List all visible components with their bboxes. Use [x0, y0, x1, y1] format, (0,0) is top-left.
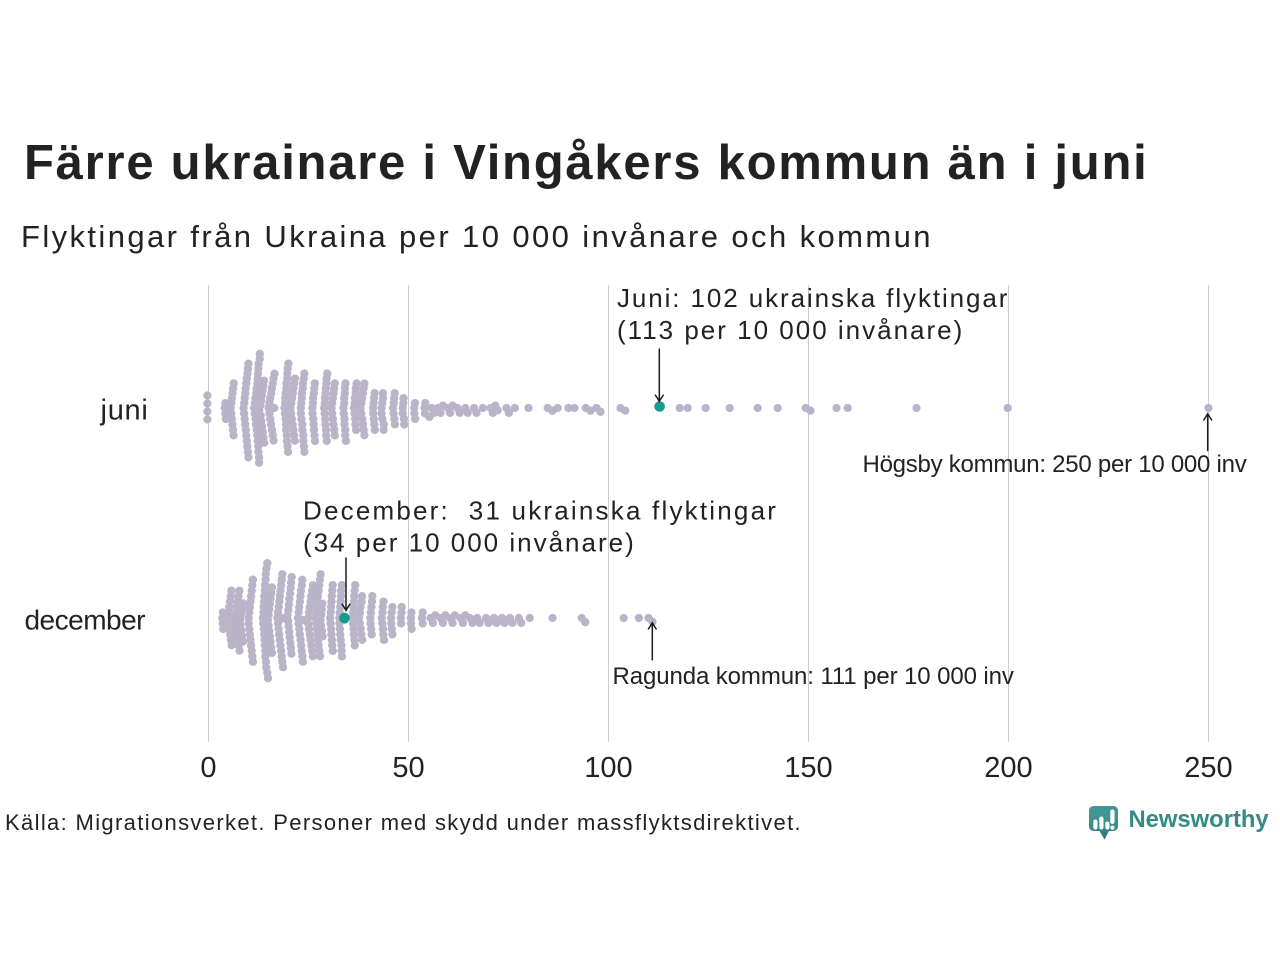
svg-text:(113 per 10 000 invånare): (113 per 10 000 invånare) — [617, 315, 964, 345]
svg-text:Juni: 102 ukrainska flyktingar: Juni: 102 ukrainska flyktingar — [617, 283, 1009, 313]
svg-text:(34 per 10 000 invånare): (34 per 10 000 invånare) — [303, 528, 636, 558]
svg-text:150: 150 — [784, 752, 832, 784]
svg-text:Högsby kommun: 250 per 10 000: Högsby kommun: 250 per 10 000 inv — [863, 451, 1247, 478]
svg-text:250: 250 — [1184, 752, 1232, 784]
svg-text:juni: juni — [100, 395, 149, 427]
svg-text:Newsworthy: Newsworthy — [1129, 806, 1270, 833]
svg-text:december: december — [24, 605, 145, 636]
svg-text:Färre ukrainare i Vingåkers ko: Färre ukrainare i Vingåkers kommun än i … — [24, 136, 1149, 190]
svg-text:200: 200 — [984, 752, 1032, 784]
svg-text:Ragunda kommun: 111 per 10 000: Ragunda kommun: 111 per 10 000 inv — [613, 663, 1014, 690]
svg-text:Flyktingar från Ukraina per 10: Flyktingar från Ukraina per 10 000 invån… — [21, 219, 933, 254]
svg-text:100: 100 — [584, 752, 632, 784]
svg-text:Källa: Migrationsverket. Perso: Källa: Migrationsverket. Personer med sk… — [5, 810, 802, 835]
svg-text:December: 31 ukrainska flykti: December: 31 ukrainska flyktingar — [303, 496, 778, 526]
svg-text:50: 50 — [392, 752, 424, 784]
svg-text:0: 0 — [200, 752, 216, 784]
